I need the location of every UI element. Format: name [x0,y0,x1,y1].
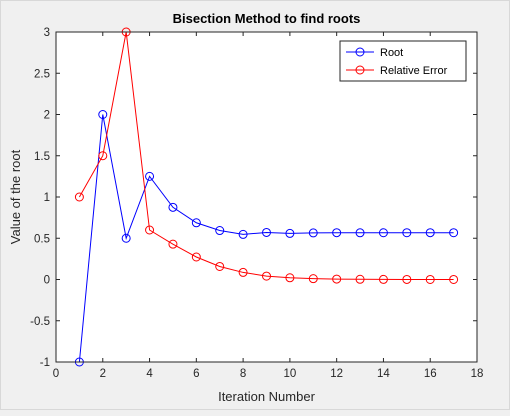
data-point-marker [262,271,271,281]
data-point-marker [449,274,459,284]
legend-marker [355,47,365,57]
x-tick-label: 4 [146,368,153,380]
data-point-marker [168,239,178,249]
data-point-marker [332,274,342,284]
data-point-marker [121,233,131,243]
data-point-marker [238,229,248,239]
data-point-marker [98,110,108,119]
data-point-marker [238,267,248,277]
y-tick-label: 2.5 [34,68,50,80]
data-point-marker [355,274,365,284]
data-point-marker [145,171,155,181]
x-tick-label: 8 [240,368,246,380]
data-point-marker [98,151,108,161]
data-point-marker [215,261,225,271]
data-point-marker [262,227,271,237]
data-point-marker [191,218,201,228]
x-tick-label: 0 [53,368,59,380]
data-point-marker [425,228,435,238]
y-tick-label: 2 [44,110,50,122]
x-tick-label: 10 [283,368,296,380]
y-tick-label: 1.5 [34,151,50,163]
x-tick-label: 16 [424,368,437,380]
data-point-marker [378,228,388,238]
x-axis-title: Iteration Number [218,389,315,404]
data-point-marker [215,226,225,236]
data-point-marker [285,273,295,283]
legend-label: Root [380,47,403,59]
x-tick-label: 2 [100,368,106,380]
data-point-marker [378,274,388,284]
data-point-marker [402,228,412,238]
legend: Root Relative Error [339,40,467,82]
data-point-marker [308,274,318,284]
y-tick-label: 3 [44,27,50,39]
y-tick-label: -0.5 [30,316,50,328]
series-layer [74,27,459,367]
y-axis-title: Value of the root [8,149,23,244]
axes-layer: 0 2 4 6 8 10 12 14 16 18 -1 -0.5 0 0.5 1 1.5 2 2.5 3 [30,27,483,380]
legend-label: Relative Error [380,65,448,77]
data-point-marker [74,192,84,202]
data-point-marker [449,228,459,238]
data-point-marker [168,202,178,212]
data-point-marker [355,228,365,238]
x-tick-label: 12 [330,368,343,380]
y-tick-label: 1 [44,192,50,204]
data-point-marker [145,225,155,235]
data-point-marker [425,274,435,284]
series-root [74,110,459,367]
y-tick-label: -1 [40,357,50,369]
legend-marker [355,65,365,75]
x-tick-label: 14 [377,368,390,380]
series-line [78,31,454,280]
data-point-marker [402,274,412,284]
chart-title: Bisection Method to find roots [173,11,361,26]
data-point-marker [191,252,201,262]
x-tick-label: 6 [193,368,199,380]
legend-entry: Relative Error [346,65,448,77]
x-tick-label: 18 [471,368,484,380]
y-tick-label: 0.5 [34,233,50,245]
data-point-marker [285,228,295,238]
legend-entry: Root [346,47,403,59]
data-point-marker [308,228,318,238]
series-line [78,114,454,363]
data-point-marker [332,228,342,238]
plot-area [56,32,477,362]
y-tick-label: 0 [44,275,50,287]
